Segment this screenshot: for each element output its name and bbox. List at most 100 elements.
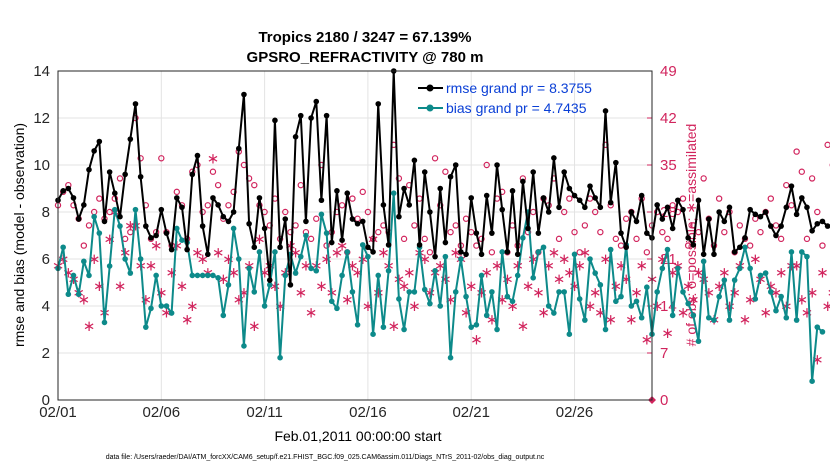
series-point xyxy=(148,305,154,312)
assimilated-obs-point: ∗ xyxy=(103,230,116,248)
series-point xyxy=(241,343,247,349)
series-point xyxy=(158,206,165,213)
series-point xyxy=(489,230,495,236)
series-point xyxy=(695,338,702,345)
possible-obs-point xyxy=(426,249,434,256)
series-point xyxy=(623,244,629,251)
series-point xyxy=(587,256,593,262)
series-point xyxy=(380,324,387,330)
series-point xyxy=(473,230,480,236)
series-point xyxy=(70,195,77,201)
assimilated-obs-point: ∗ xyxy=(207,149,220,167)
series-point xyxy=(747,206,753,213)
series-point xyxy=(287,282,294,288)
series-point xyxy=(468,324,475,330)
series-point xyxy=(783,314,790,321)
series-point xyxy=(277,244,283,251)
possible-obs-markers xyxy=(54,114,830,256)
possible-obs-point xyxy=(447,228,454,236)
series-point xyxy=(489,289,495,295)
assimilated-obs-point: ∗ xyxy=(775,263,788,281)
series-point xyxy=(359,242,366,248)
series-point xyxy=(158,303,165,309)
series-point xyxy=(633,298,640,305)
series-point xyxy=(809,378,815,385)
series-point xyxy=(380,202,387,208)
series-point xyxy=(163,230,170,236)
series-point xyxy=(261,225,268,232)
possible-obs-point xyxy=(814,208,821,216)
series-line xyxy=(57,70,829,286)
series-point xyxy=(788,183,795,189)
series-point xyxy=(153,232,159,239)
series-point xyxy=(644,230,650,236)
series-point xyxy=(535,249,542,255)
series-point xyxy=(742,235,748,241)
x-tick-label: 02/01 xyxy=(39,404,77,421)
series-point xyxy=(737,244,743,251)
series-point xyxy=(597,282,604,288)
series-point xyxy=(179,204,185,211)
series-point xyxy=(127,270,134,276)
series-point xyxy=(798,195,805,201)
series-point xyxy=(638,314,645,321)
series-point xyxy=(297,253,304,260)
series-point xyxy=(618,230,624,236)
series-point xyxy=(344,249,351,255)
series-point xyxy=(644,284,650,291)
assimilated-obs-point: ∗ xyxy=(816,263,829,281)
possible-obs-point xyxy=(746,242,754,249)
series-point xyxy=(607,246,614,253)
assimilated-obs-point: ∗ xyxy=(129,216,142,234)
possible-obs-point xyxy=(225,202,232,209)
series-point xyxy=(215,275,221,281)
series-point xyxy=(421,286,428,293)
series-point xyxy=(60,188,66,194)
series-point xyxy=(194,272,201,279)
series-point xyxy=(106,263,113,269)
possible-obs-point xyxy=(597,228,604,236)
series-point xyxy=(349,216,356,222)
possible-obs-point xyxy=(282,208,289,216)
series-point xyxy=(680,289,686,295)
possible-obs-point xyxy=(158,155,165,162)
series-point xyxy=(308,265,314,272)
series-point xyxy=(137,173,144,180)
series-point xyxy=(592,270,598,276)
y-tick-label-left: 0 xyxy=(42,392,50,409)
series-point xyxy=(721,277,728,283)
series-point xyxy=(458,249,464,255)
series-point xyxy=(168,246,175,253)
series-point xyxy=(81,258,87,265)
assimilated-obs-point: ∗ xyxy=(191,243,204,261)
assimilated-obs-point: ∗ xyxy=(759,304,772,322)
possible-obs-point xyxy=(700,175,707,182)
series-point xyxy=(328,298,335,305)
series-point xyxy=(463,293,469,300)
possible-obs-point xyxy=(808,175,816,182)
series-point xyxy=(561,289,567,295)
series-point xyxy=(375,272,382,279)
series-point xyxy=(819,218,826,225)
series-point xyxy=(504,249,511,255)
series-point xyxy=(292,270,299,276)
series-point xyxy=(819,329,826,335)
series-point xyxy=(793,211,800,218)
series-point xyxy=(132,101,139,107)
series-point xyxy=(344,190,351,196)
series-point xyxy=(421,169,428,175)
series-point xyxy=(194,152,201,159)
possible-obs-point xyxy=(591,208,599,216)
series-point xyxy=(721,218,728,225)
series-point xyxy=(685,300,691,307)
series-point xyxy=(582,317,588,323)
series-point xyxy=(690,312,697,319)
series-point xyxy=(695,197,702,204)
possible-obs-point xyxy=(359,188,366,196)
possible-obs-point xyxy=(80,242,88,249)
y-tick-label-left: 12 xyxy=(33,110,50,127)
possible-obs-point xyxy=(121,235,129,243)
y-tick-label-right: 49 xyxy=(660,63,677,80)
assimilated-obs-point: ∗ xyxy=(635,257,648,275)
legend-bias-marker xyxy=(426,104,434,112)
